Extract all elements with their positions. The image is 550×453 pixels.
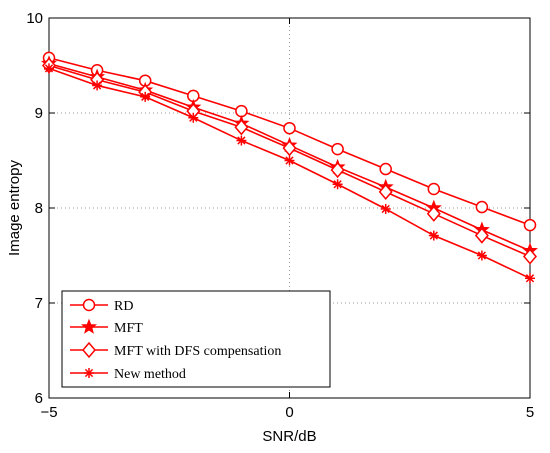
series-2-point-7 [378, 183, 393, 201]
legend-label-1: MFT [114, 321, 143, 336]
y-tick-label-1: 7 [35, 295, 43, 312]
series-0-point-4 [235, 104, 248, 118]
series-3-point-6 [332, 179, 343, 190]
series-2-point-5 [282, 139, 297, 157]
series-3-point-3 [188, 112, 199, 123]
legend-label-0: RD [114, 299, 133, 314]
series-layer [41, 51, 538, 284]
series-3-point-5 [284, 155, 295, 166]
legend-box [61, 290, 331, 388]
series-0-point-7 [379, 162, 392, 176]
x-tick-label-2: 5 [526, 404, 534, 421]
x-tick-label-0: −5 [40, 404, 57, 421]
legend-marker-2 [82, 341, 96, 359]
legend-marker-0 [82, 298, 96, 312]
series-3-point-8 [428, 230, 439, 241]
legend-label-3: New method [114, 367, 186, 382]
series-2-point-10 [523, 248, 537, 265]
series-3-point-7 [380, 203, 391, 214]
series-3-point-0 [44, 63, 54, 74]
legend-label-2: MFT with DFS compensation [114, 344, 281, 359]
y-tick-label-3: 9 [35, 105, 43, 122]
legend-marker-1 [81, 318, 97, 334]
series-2-point-4 [234, 119, 249, 136]
series-3-point-4 [236, 135, 247, 146]
series-0-point-5 [283, 121, 296, 135]
legend-marker-3 [84, 368, 94, 378]
series-2-point-6 [330, 161, 345, 179]
series-3-point-10 [525, 273, 535, 284]
y-tick-label-0: 6 [35, 390, 43, 407]
y-tick-label-2: 8 [35, 200, 43, 217]
series-2-point-8 [426, 205, 441, 222]
series-0-point-10 [523, 218, 537, 232]
series-0-point-8 [427, 182, 441, 196]
y-tick-label-4: 10 [26, 10, 43, 27]
series-0-point-6 [331, 142, 344, 156]
x-tick-label-1: 0 [285, 404, 293, 421]
legend: RD MFT MFT with DFS compensation New method [61, 290, 331, 388]
x-axis-label: SNR/dB [262, 428, 316, 445]
series-3-point-2 [140, 91, 151, 102]
series-0-point-9 [475, 200, 489, 214]
series-3-point-9 [476, 250, 487, 261]
series-2-point-9 [474, 227, 489, 244]
series-3-point-1 [92, 80, 103, 91]
y-axis-label: Image entropy [6, 160, 23, 256]
ticks: −5 0 5 6 7 8 9 10 [26, 10, 534, 421]
